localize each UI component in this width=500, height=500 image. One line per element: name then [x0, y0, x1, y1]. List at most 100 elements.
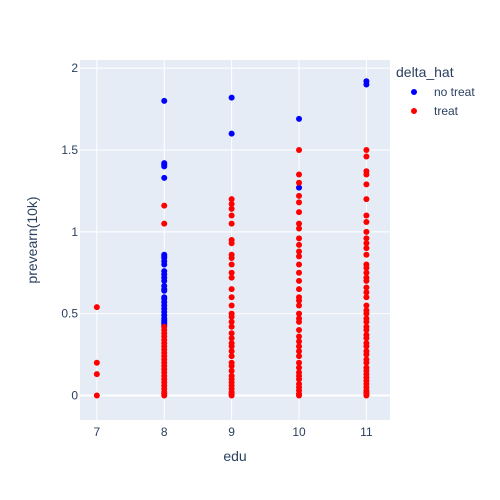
legend-label: no treat: [434, 85, 475, 99]
data-point: [363, 245, 370, 252]
data-point: [296, 297, 303, 304]
legend-title: delta_hat: [396, 64, 454, 80]
data-point: [363, 147, 370, 153]
data-point: [363, 219, 370, 225]
data-point: [296, 220, 303, 227]
data-point: [296, 318, 303, 325]
plot-background: [80, 60, 390, 420]
data-point: [228, 201, 235, 207]
data-point: [296, 253, 303, 260]
data-point: [228, 212, 235, 219]
data-point: [93, 371, 100, 378]
data-point: [296, 286, 303, 293]
data-point: [363, 289, 370, 296]
data-point: [296, 333, 303, 340]
data-point: [161, 174, 168, 181]
data-point: [363, 181, 370, 188]
data-point: [296, 241, 303, 248]
data-point: [363, 153, 370, 160]
y-axis-title: prevearn(10k): [24, 196, 40, 283]
data-point: [161, 261, 168, 268]
data-point: [363, 269, 370, 276]
data-point: [228, 130, 235, 137]
data-point: [363, 302, 370, 309]
data-point: [363, 343, 370, 350]
data-point: [363, 351, 370, 358]
data-point: [363, 264, 370, 271]
data-point: [161, 277, 168, 284]
data-point: [228, 255, 235, 261]
data-points: [93, 78, 370, 399]
data-point: [296, 147, 303, 153]
data-point: [296, 277, 303, 284]
data-point: [363, 327, 370, 333]
data-point: [228, 335, 235, 342]
data-point: [161, 220, 168, 227]
data-point: [363, 171, 370, 178]
data-point: [228, 261, 235, 268]
data-point: [296, 338, 303, 345]
data-point: [363, 284, 370, 291]
legend-label: treat: [434, 104, 459, 118]
data-point: [228, 367, 235, 374]
data-point: [228, 94, 235, 101]
data-point: [228, 240, 235, 247]
y-tick-label: 1: [71, 225, 78, 239]
data-point: [228, 392, 235, 399]
y-tick-labels: 0 0.5 1 1.5 2: [61, 61, 78, 402]
data-point: [228, 323, 235, 330]
data-point: [296, 376, 303, 383]
data-point: [296, 184, 303, 191]
data-point: [296, 225, 303, 232]
data-point: [296, 235, 303, 242]
x-tick-label: 7: [94, 425, 101, 439]
data-point: [161, 287, 168, 294]
data-point: [296, 171, 303, 178]
legend-marker: [411, 89, 417, 95]
data-point: [363, 392, 370, 399]
x-tick-label: 8: [161, 425, 168, 439]
data-point: [93, 392, 100, 399]
x-tick-label: 10: [292, 425, 306, 439]
legend: delta_hat no treat treat: [396, 64, 475, 118]
data-point: [363, 228, 370, 235]
data-point: [228, 205, 235, 212]
data-point: [363, 318, 370, 325]
data-point: [363, 212, 370, 219]
y-tick-label: 0.5: [61, 307, 78, 321]
data-point: [296, 302, 303, 309]
data-point: [296, 364, 303, 371]
data-point: [93, 304, 100, 311]
data-point: [228, 353, 235, 360]
x-tick-label: 11: [360, 425, 373, 439]
data-point: [363, 196, 370, 203]
data-point: [93, 359, 100, 366]
data-point: [228, 318, 235, 325]
data-point: [228, 302, 235, 309]
data-point: [296, 353, 303, 360]
data-point: [228, 196, 235, 203]
data-point: [228, 313, 235, 320]
legend-marker: [411, 108, 417, 114]
data-point: [363, 294, 370, 301]
data-point: [161, 97, 168, 104]
data-point: [363, 251, 370, 258]
data-point: [228, 294, 235, 301]
data-point: [228, 269, 235, 276]
data-point: [363, 359, 370, 366]
y-gridlines: [80, 67, 390, 397]
data-point: [363, 240, 370, 247]
data-point: [296, 192, 303, 199]
x-tick-label: 9: [228, 425, 235, 439]
x-axis-title: edu: [223, 448, 246, 464]
series-treat: [93, 147, 370, 399]
data-point: [296, 269, 303, 276]
y-tick-label: 2: [71, 61, 78, 75]
data-point: [296, 327, 303, 333]
series-no-treat: [161, 78, 370, 329]
data-point: [296, 392, 303, 399]
data-point: [228, 330, 235, 337]
data-point: [296, 179, 303, 186]
data-point: [161, 392, 168, 399]
